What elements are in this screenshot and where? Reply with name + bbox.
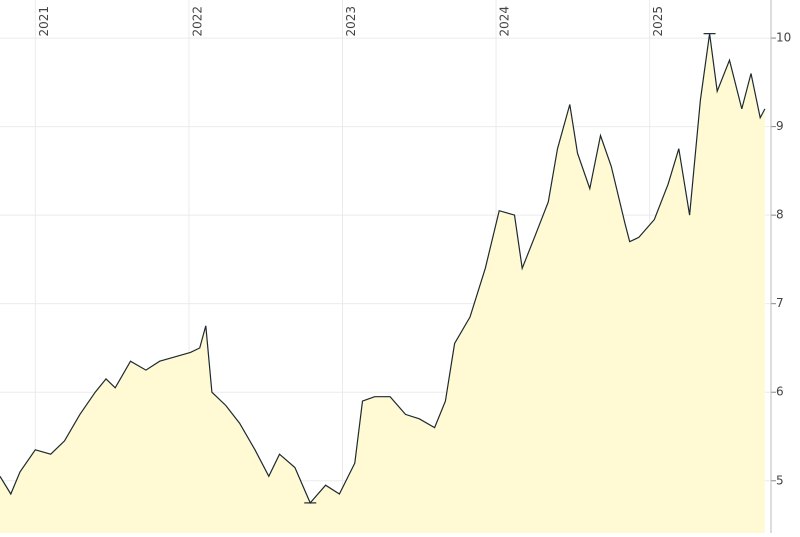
x-tick-label: 2025 xyxy=(651,6,665,37)
x-tick-label: 2024 xyxy=(498,6,512,37)
y-tick-label: 5 xyxy=(776,473,784,487)
y-tick-label: 9 xyxy=(776,119,784,133)
price-line xyxy=(0,33,766,505)
x-tick-label: 2021 xyxy=(37,6,51,37)
y-tick-label: 8 xyxy=(776,208,784,222)
x-tick-label: 2022 xyxy=(190,6,204,37)
y-tick-label: 7 xyxy=(776,296,784,310)
area-fill xyxy=(0,33,765,533)
x-tick-label: 2023 xyxy=(344,6,358,37)
y-tick-label: 10 xyxy=(776,31,791,45)
y-tick-label: 6 xyxy=(776,385,784,399)
